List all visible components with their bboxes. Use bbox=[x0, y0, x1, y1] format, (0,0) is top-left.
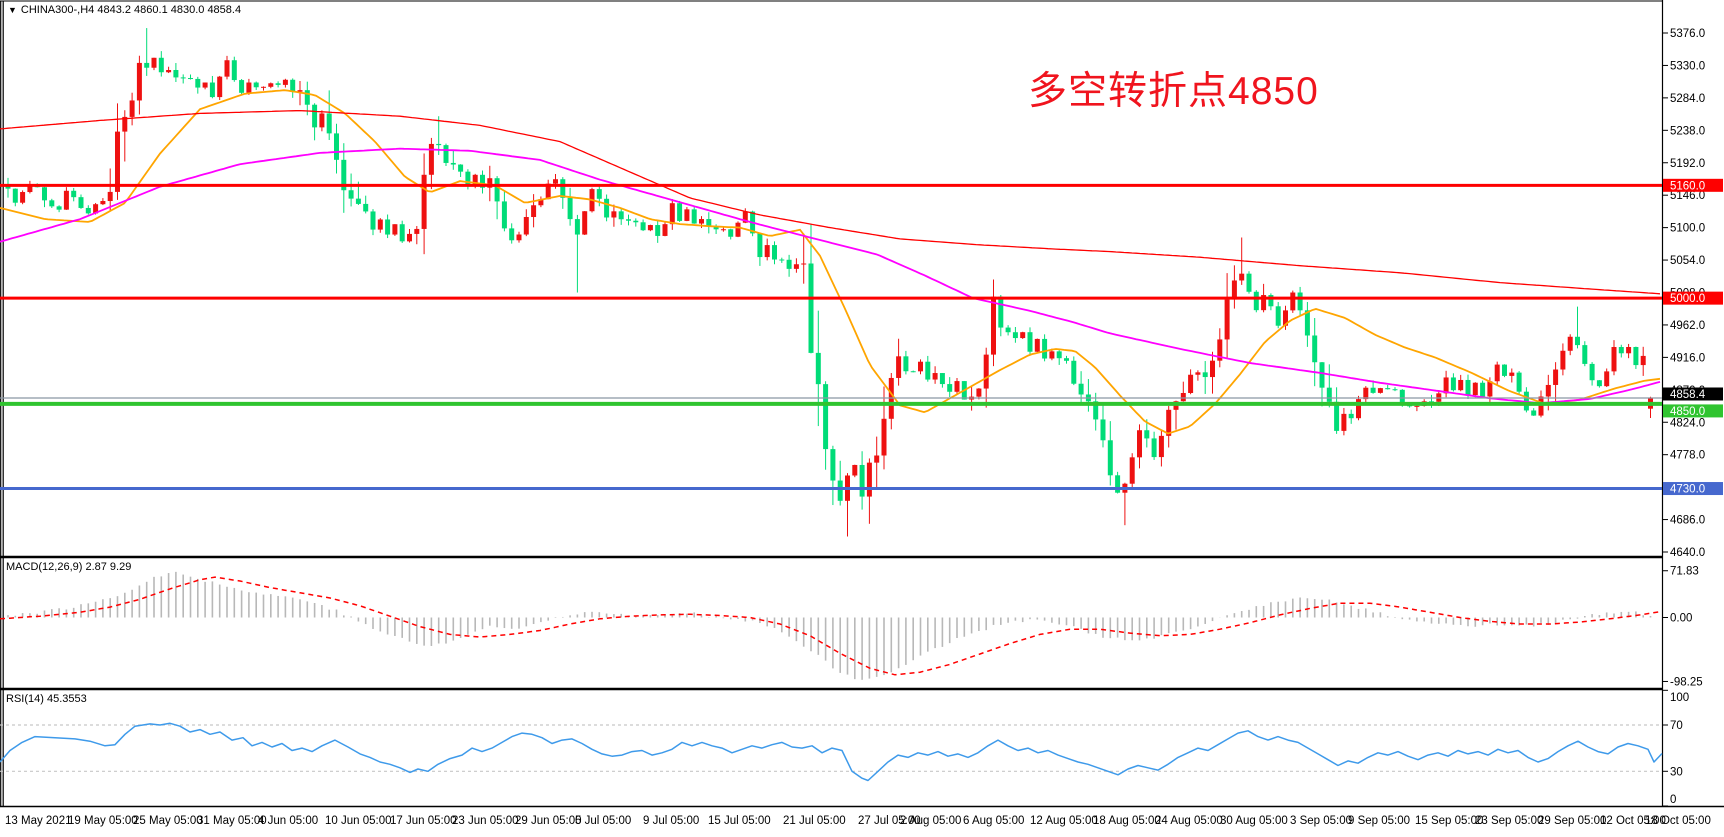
rsi-tick-label: 70 bbox=[1670, 720, 1683, 732]
macd-panel: 71.83 0.00 -98.25 bbox=[0, 566, 1703, 688]
time-tick-label: 21 Jul 05:00 bbox=[783, 815, 846, 827]
price-tick-label: 5146.0 bbox=[1670, 190, 1705, 202]
rsi-tick-label: 0 bbox=[1670, 794, 1676, 806]
price-tick-label: 4778.0 bbox=[1670, 450, 1705, 462]
macd-tick-label: 0.00 bbox=[1670, 613, 1692, 625]
time-tick-label: 12 Aug 05:00 bbox=[1030, 815, 1098, 827]
time-tick-label: 23 Jun 05:00 bbox=[452, 815, 519, 827]
price-tick-label: 4962.0 bbox=[1670, 320, 1705, 332]
svg-text:5000.0: 5000.0 bbox=[1670, 293, 1705, 305]
macd-tick-label: 71.83 bbox=[1670, 566, 1699, 578]
time-tick-label: 17 Jun 05:00 bbox=[390, 815, 457, 827]
rsi-tick-label: 30 bbox=[1670, 766, 1683, 778]
time-tick-label: 6 Aug 05:00 bbox=[963, 815, 1024, 827]
price-tick-label: 4640.0 bbox=[1670, 547, 1705, 559]
svg-text:4858.4: 4858.4 bbox=[1670, 389, 1706, 401]
symbol-ohlc-label: ▼ CHINA300-,H4 4843.2 4860.1 4830.0 4858.… bbox=[8, 4, 241, 16]
ma-slow-red bbox=[0, 109, 1661, 295]
price-tick-label: 5284.0 bbox=[1670, 93, 1705, 105]
time-tick-label: 19 May 05:00 bbox=[68, 815, 138, 827]
price-tick-label: 5100.0 bbox=[1670, 223, 1705, 235]
moving-averages-layer bbox=[0, 89, 1661, 435]
price-badge-5160.0: 5160.0 bbox=[1663, 178, 1723, 192]
horizontal-lines-layer bbox=[0, 183, 1662, 491]
time-tick-label: 29 Sep 05:00 bbox=[1538, 815, 1606, 827]
svg-text:4730.0: 4730.0 bbox=[1670, 484, 1705, 496]
time-tick-label: 10 Jun 05:00 bbox=[325, 815, 392, 827]
time-tick-label: 30 Aug 05:00 bbox=[1220, 815, 1288, 827]
time-tick-label: 5 Jul 05:00 bbox=[575, 815, 631, 827]
time-tick-label: 13 May 2021 bbox=[5, 815, 72, 827]
ma-fast-orange bbox=[0, 89, 1661, 435]
time-tick-label: 29 Jun 05:00 bbox=[515, 815, 582, 827]
time-tick-label: 31 May 05:00 bbox=[197, 815, 267, 827]
time-tick-label: 12 Oct 05:00 bbox=[1600, 815, 1666, 827]
rsi-panel: 100 70 30 0 bbox=[0, 689, 1689, 807]
price-badge-4730.0: 4730.0 bbox=[1663, 482, 1723, 496]
time-tick-label: 18 Aug 05:00 bbox=[1093, 815, 1161, 827]
time-tick-label: 2 Aug 05:00 bbox=[900, 815, 961, 827]
svg-text:4850.0: 4850.0 bbox=[1670, 406, 1705, 418]
time-tick-label: 24 Aug 05:00 bbox=[1155, 815, 1223, 827]
price-tick-label: 5238.0 bbox=[1670, 125, 1705, 137]
price-tick-label: 5054.0 bbox=[1670, 255, 1705, 267]
ma-mid-magenta bbox=[0, 147, 1661, 405]
price-badge-5000.0: 5000.0 bbox=[1663, 291, 1723, 305]
time-tick-label: 9 Sep 05:00 bbox=[1348, 815, 1410, 827]
time-tick-label: 4 Jun 05:00 bbox=[258, 815, 318, 827]
macd-tick-label: -98.25 bbox=[1670, 676, 1703, 688]
price-tick-label: 5330.0 bbox=[1670, 60, 1705, 72]
price-tick-label: 5192.0 bbox=[1670, 158, 1705, 170]
time-tick-label: 25 May 05:00 bbox=[133, 815, 203, 827]
macd-indicator-label: MACD(12,26,9) 2.87 9.29 bbox=[6, 561, 132, 573]
time-tick-label: 23 Sep 05:00 bbox=[1475, 815, 1543, 827]
chart-annotation: 多空转折点4850 bbox=[1028, 70, 1319, 113]
rsi-indicator-label: RSI(14) 45.3553 bbox=[6, 693, 87, 705]
rsi-tick-label: 100 bbox=[1670, 692, 1689, 704]
price-tick-label: 5376.0 bbox=[1670, 28, 1705, 40]
time-tick-label: 18 Oct 05:00 bbox=[1645, 815, 1711, 827]
symbol-ohlc-text: CHINA300-,H4 4843.2 4860.1 4830.0 4858.4 bbox=[20, 4, 242, 16]
price-tick-label: 4916.0 bbox=[1670, 352, 1705, 364]
time-tick-label: 3 Sep 05:00 bbox=[1290, 815, 1352, 827]
chevron-down-icon[interactable]: ▼ bbox=[8, 5, 17, 15]
price-tick-label: 4686.0 bbox=[1670, 515, 1705, 527]
time-tick-label: 9 Jul 05:00 bbox=[643, 815, 699, 827]
price-badge-current: 4858.4 bbox=[1663, 387, 1723, 401]
time-tick-label: 15 Jul 05:00 bbox=[708, 815, 771, 827]
time-tick-label: 15 Sep 05:00 bbox=[1415, 815, 1483, 827]
price-badge-4850.0: 4850.0 bbox=[1663, 404, 1723, 418]
macd-signal-line bbox=[0, 576, 1661, 676]
time-tick-label: 27 Jul 05:00 bbox=[858, 815, 921, 827]
price-tick-label: 4824.0 bbox=[1670, 417, 1705, 429]
svg-text:5160.0: 5160.0 bbox=[1670, 180, 1705, 192]
rsi-line bbox=[0, 722, 1663, 782]
